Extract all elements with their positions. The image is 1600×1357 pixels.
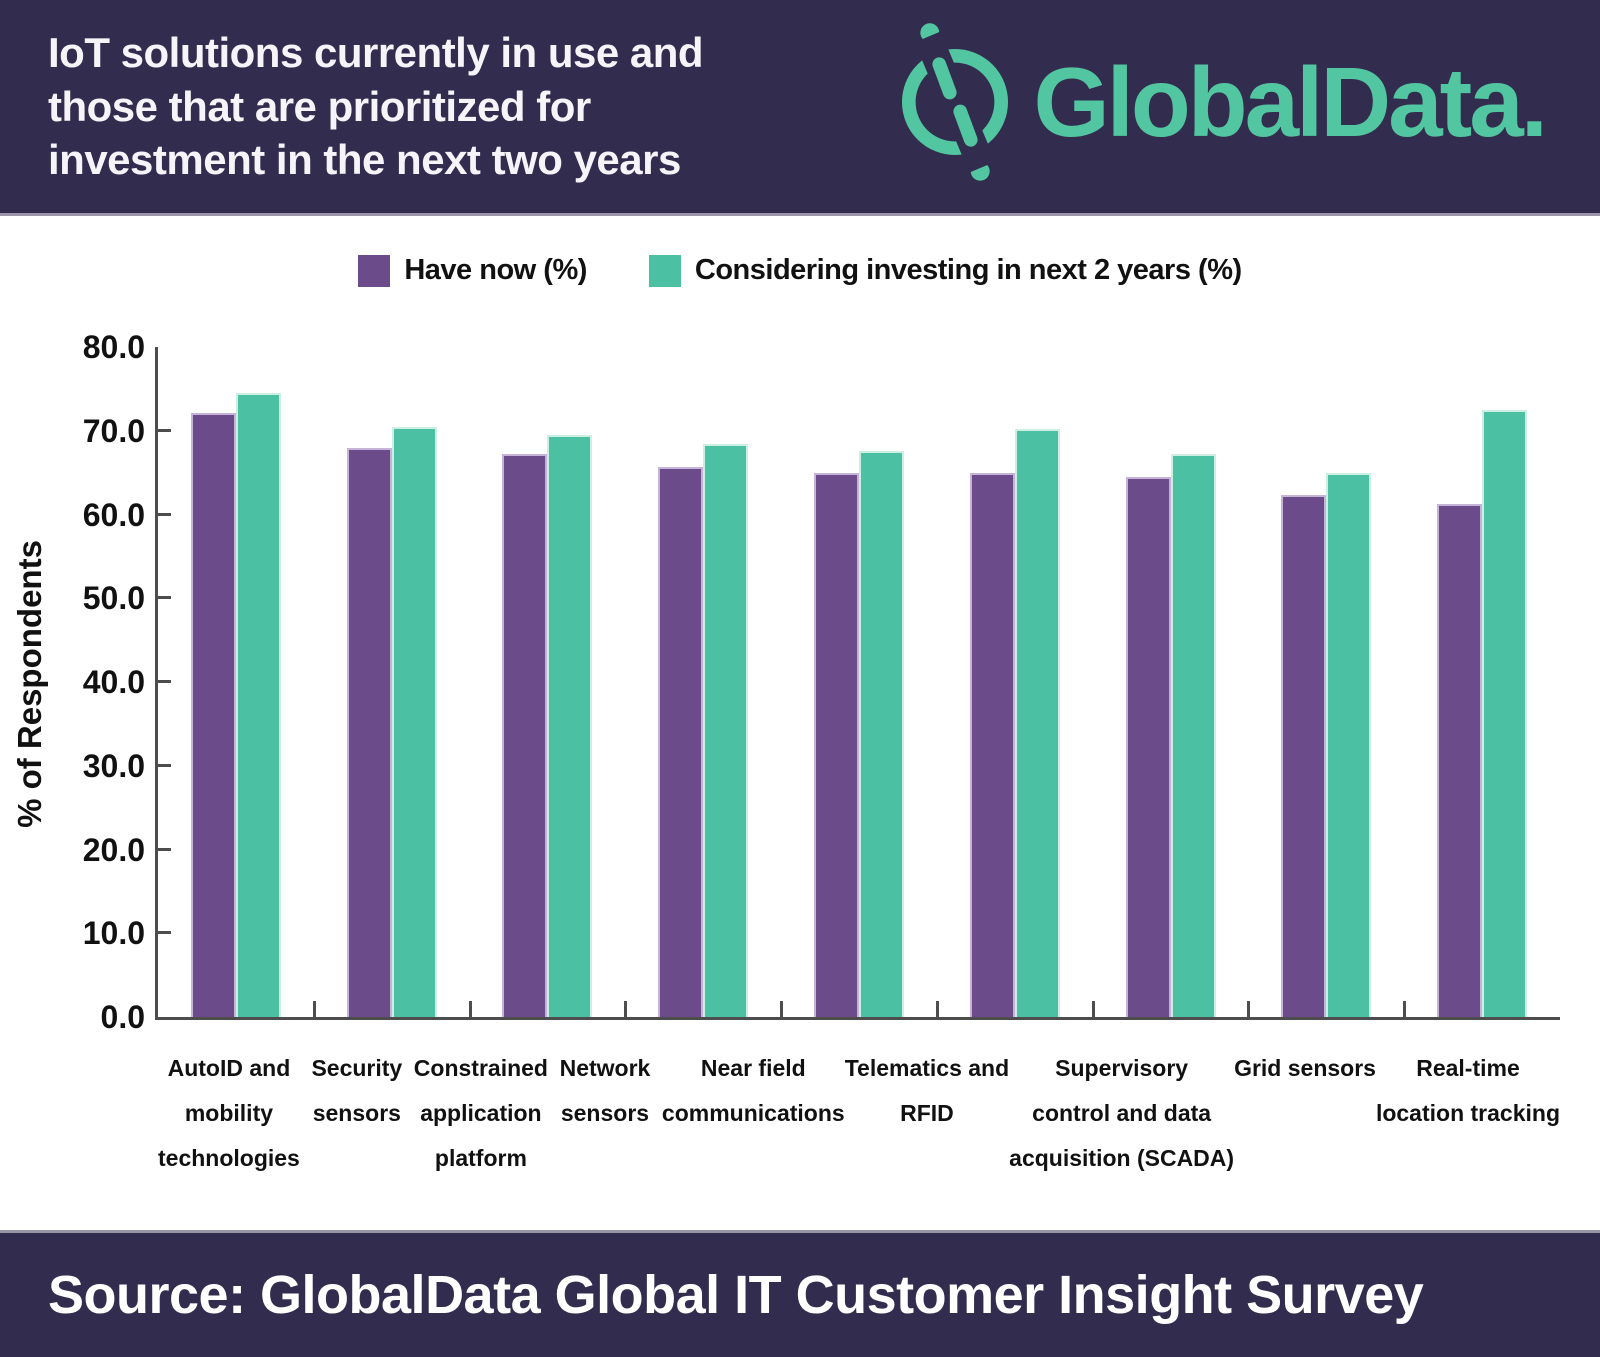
x-axis-labels: AutoID and mobility technologies Security se… (158, 1046, 1560, 1181)
x-axis-tick (780, 1001, 784, 1017)
bar-have-now (1125, 476, 1171, 1017)
bar-have-now (1437, 504, 1483, 1017)
source-bar: Source: GlobalData Global IT Customer In… (0, 1230, 1600, 1357)
title-line-3: investment in the next two years (48, 136, 681, 184)
bar-group (1093, 347, 1249, 1017)
x-axis-tick (1091, 1001, 1095, 1017)
title-line-1: IoT solutions currently in use and (48, 28, 704, 76)
y-tick-label: 70.0 (82, 412, 145, 449)
bar-considering (1326, 472, 1372, 1017)
y-axis-tick (158, 680, 171, 683)
bar-considering (391, 426, 437, 1017)
plot-area (155, 347, 1560, 1020)
bar-group (625, 347, 781, 1017)
bar-group (158, 347, 314, 1017)
x-axis-tick (1403, 1001, 1407, 1017)
bar-group (470, 347, 626, 1017)
source-text: Source: GlobalData Global IT Customer In… (48, 1265, 1424, 1325)
y-axis-tick (158, 428, 171, 432)
bar-have-now (190, 413, 236, 1017)
bar-considering (859, 450, 905, 1017)
bar-considering (1014, 429, 1060, 1017)
y-axis-tick (158, 763, 171, 767)
x-axis-label: Real-time location tracking (1375, 1055, 1560, 1126)
brand-wordmark: GlobalData. (1033, 47, 1548, 157)
bar-considering (547, 434, 593, 1017)
bar-have-now (502, 454, 548, 1017)
x-axis-label: Supervisory control and data acquisition (… (1009, 1055, 1235, 1171)
y-tick-label: 50.0 (82, 580, 145, 617)
bar-considering (1482, 409, 1528, 1017)
bar-group (781, 347, 937, 1017)
y-axis-title: % of Respondents (11, 539, 48, 828)
x-axis-tick (312, 1001, 316, 1017)
title-line-2: those that are prioritized for (48, 82, 591, 130)
bar-have-now (969, 472, 1015, 1017)
y-axis-title-col: % of Respondents (0, 347, 60, 1020)
x-axis-label: Grid sensors (1234, 1055, 1376, 1081)
chart-legend: Have now (%) Considering investing in ne… (0, 254, 1600, 287)
y-tick-label: 40.0 (82, 664, 145, 700)
x-axis-tick (1247, 1001, 1251, 1017)
y-tick-label: 30.0 (82, 747, 145, 784)
legend-swatch-considering-icon (648, 254, 681, 287)
bar-have-now (1281, 495, 1327, 1017)
y-tick-label: 10.0 (82, 915, 145, 952)
y-tick-labels: 0.0 10.0 20.0 30.0 40.0 50.0 60.0 70.0 80.0 (60, 330, 155, 1034)
y-tick-label: 20.0 (82, 831, 145, 868)
y-axis-tick (158, 512, 171, 516)
x-axis-label: Near field communications (661, 1055, 845, 1126)
x-axis-tick (468, 1001, 472, 1017)
bar-considering (1170, 454, 1216, 1017)
x-axis-label: Network sensors (559, 1055, 651, 1126)
y-tick-label: 60.0 (82, 496, 145, 533)
bar-have-now (658, 466, 704, 1017)
brand-logo: GlobalData. (891, 18, 1548, 186)
x-axis-tick (624, 1001, 628, 1017)
legend-label-considering: Considering investing in next 2 years (%… (694, 254, 1242, 286)
y-axis-tick (158, 931, 171, 935)
bar-group (314, 347, 470, 1017)
y-tick-label: 80.0 (82, 329, 145, 365)
y-axis-tick (158, 847, 171, 851)
bar-considering (703, 444, 749, 1017)
y-tick-label: 0.0 (100, 999, 145, 1035)
legend-swatch-have-now-icon (358, 254, 391, 287)
page-title: IoT solutions currently in use and those… (48, 26, 704, 187)
bar-have-now (346, 447, 392, 1017)
x-axis-tick (935, 1001, 939, 1017)
bar-have-now (814, 472, 860, 1017)
bar-group (937, 347, 1093, 1017)
x-axis-label: Constrained application platform (413, 1055, 548, 1171)
globaldata-logo-icon (902, 23, 1009, 181)
bar-considering (235, 393, 281, 1017)
bar-groups (158, 347, 1560, 1017)
legend-item-have-now: Have now (%) (358, 254, 587, 287)
chart-area: % of Respondents 0.0 10.0 20.0 30.0 40.0 50.0… (0, 330, 1600, 1034)
x-axis-label: AutoID and mobility technologies (158, 1055, 300, 1171)
x-axis-label: Security sensors (311, 1055, 403, 1126)
x-axis-label: Telematics and RFID (844, 1055, 1010, 1126)
bar-group (1248, 347, 1404, 1017)
bar-group (1404, 347, 1560, 1017)
legend-item-considering: Considering investing in next 2 years (%… (648, 254, 1242, 287)
legend-label-have-now: Have now (%) (404, 254, 587, 286)
y-axis-tick (158, 596, 171, 600)
header-bar: IoT solutions currently in use and those… (0, 0, 1600, 216)
